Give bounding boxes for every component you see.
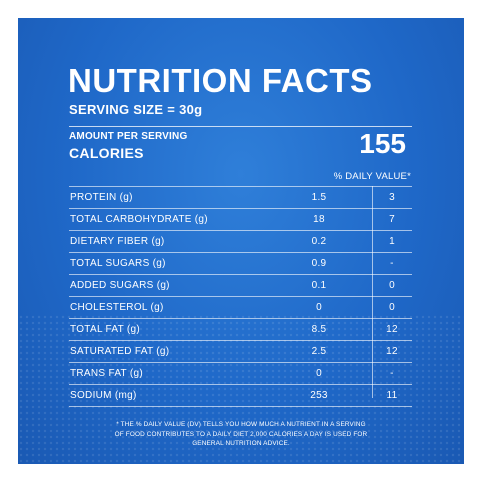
column-divider <box>372 186 373 398</box>
nutrient-daily-value: 0 <box>389 302 395 313</box>
calories-value: 155 <box>359 128 406 159</box>
nutrient-row: TOTAL SUGARS (g) 0.9 - <box>69 252 412 274</box>
calories-label: CALORIES <box>69 145 144 161</box>
nutrient-daily-value: 1 <box>389 236 395 247</box>
nutrient-daily-value: 3 <box>389 192 395 203</box>
nutrient-daily-value: 11 <box>386 390 398 401</box>
nutrient-name: TRANS FAT (g) <box>70 368 143 379</box>
daily-value-header: % DAILY VALUE* <box>333 171 411 182</box>
nutrient-name: DIETARY FIBER (g) <box>70 236 165 247</box>
nutrient-row: TOTAL FAT (g) 8.5 12 <box>69 318 412 340</box>
nutrient-table: PROTEIN (g) 1.5 3 TOTAL CARBOHYDRATE (g)… <box>69 186 412 407</box>
divider <box>69 126 412 127</box>
nutrient-daily-value: 0 <box>389 280 395 291</box>
nutrient-row: SATURATED FAT (g) 2.5 12 <box>69 340 412 362</box>
nutrient-amount: 2.5 <box>311 346 327 357</box>
nutrient-name: TOTAL FAT (g) <box>70 324 141 335</box>
nutrient-row: ADDED SUGARS (g) 0.1 0 <box>69 274 412 296</box>
nutrient-name: ADDED SUGARS (g) <box>70 280 170 291</box>
nutrient-row: SODIUM (mg) 253 11 <box>69 384 412 407</box>
nutrient-amount: 0 <box>316 368 322 379</box>
serving-size: SERVING SIZE = 30g <box>69 102 203 117</box>
nutrient-amount: 8.5 <box>311 324 327 335</box>
nutrient-name: CHOLESTEROL (g) <box>70 302 164 313</box>
nutrition-facts-panel: NUTRITION FACTS SERVING SIZE = 30g AMOUN… <box>18 18 464 464</box>
nutrient-amount: 253 <box>310 390 328 401</box>
nutrition-title: NUTRITION FACTS <box>68 62 373 99</box>
nutrient-name: SODIUM (mg) <box>70 390 137 401</box>
nutrient-name: PROTEIN (g) <box>70 192 133 203</box>
nutrient-row: TRANS FAT (g) 0 - <box>69 362 412 384</box>
nutrient-amount: 0.9 <box>311 258 327 269</box>
footnote: * THE % DAILY VALUE (DV) TELLS YOU HOW M… <box>114 421 368 447</box>
nutrient-daily-value: 12 <box>386 324 398 335</box>
nutrient-daily-value: - <box>390 258 394 269</box>
nutrient-name: TOTAL SUGARS (g) <box>70 258 166 269</box>
nutrient-daily-value: 7 <box>389 214 395 225</box>
nutrient-amount: 1.5 <box>311 192 327 203</box>
amount-per-serving: AMOUNT PER SERVING <box>69 131 188 142</box>
nutrient-amount: 0.2 <box>311 236 327 247</box>
nutrient-name: SATURATED FAT (g) <box>70 346 170 357</box>
nutrient-name: TOTAL CARBOHYDRATE (g) <box>70 214 208 225</box>
nutrient-row: PROTEIN (g) 1.5 3 <box>69 186 412 208</box>
nutrient-row: CHOLESTEROL (g) 0 0 <box>69 296 412 318</box>
nutrient-amount: 0 <box>316 302 322 313</box>
nutrient-row: TOTAL CARBOHYDRATE (g) 18 7 <box>69 208 412 230</box>
nutrient-row: DIETARY FIBER (g) 0.2 1 <box>69 230 412 252</box>
nutrient-amount: 0.1 <box>311 280 327 291</box>
nutrient-daily-value: 12 <box>386 346 398 357</box>
nutrient-amount: 18 <box>313 214 325 225</box>
nutrient-daily-value: - <box>390 368 394 379</box>
